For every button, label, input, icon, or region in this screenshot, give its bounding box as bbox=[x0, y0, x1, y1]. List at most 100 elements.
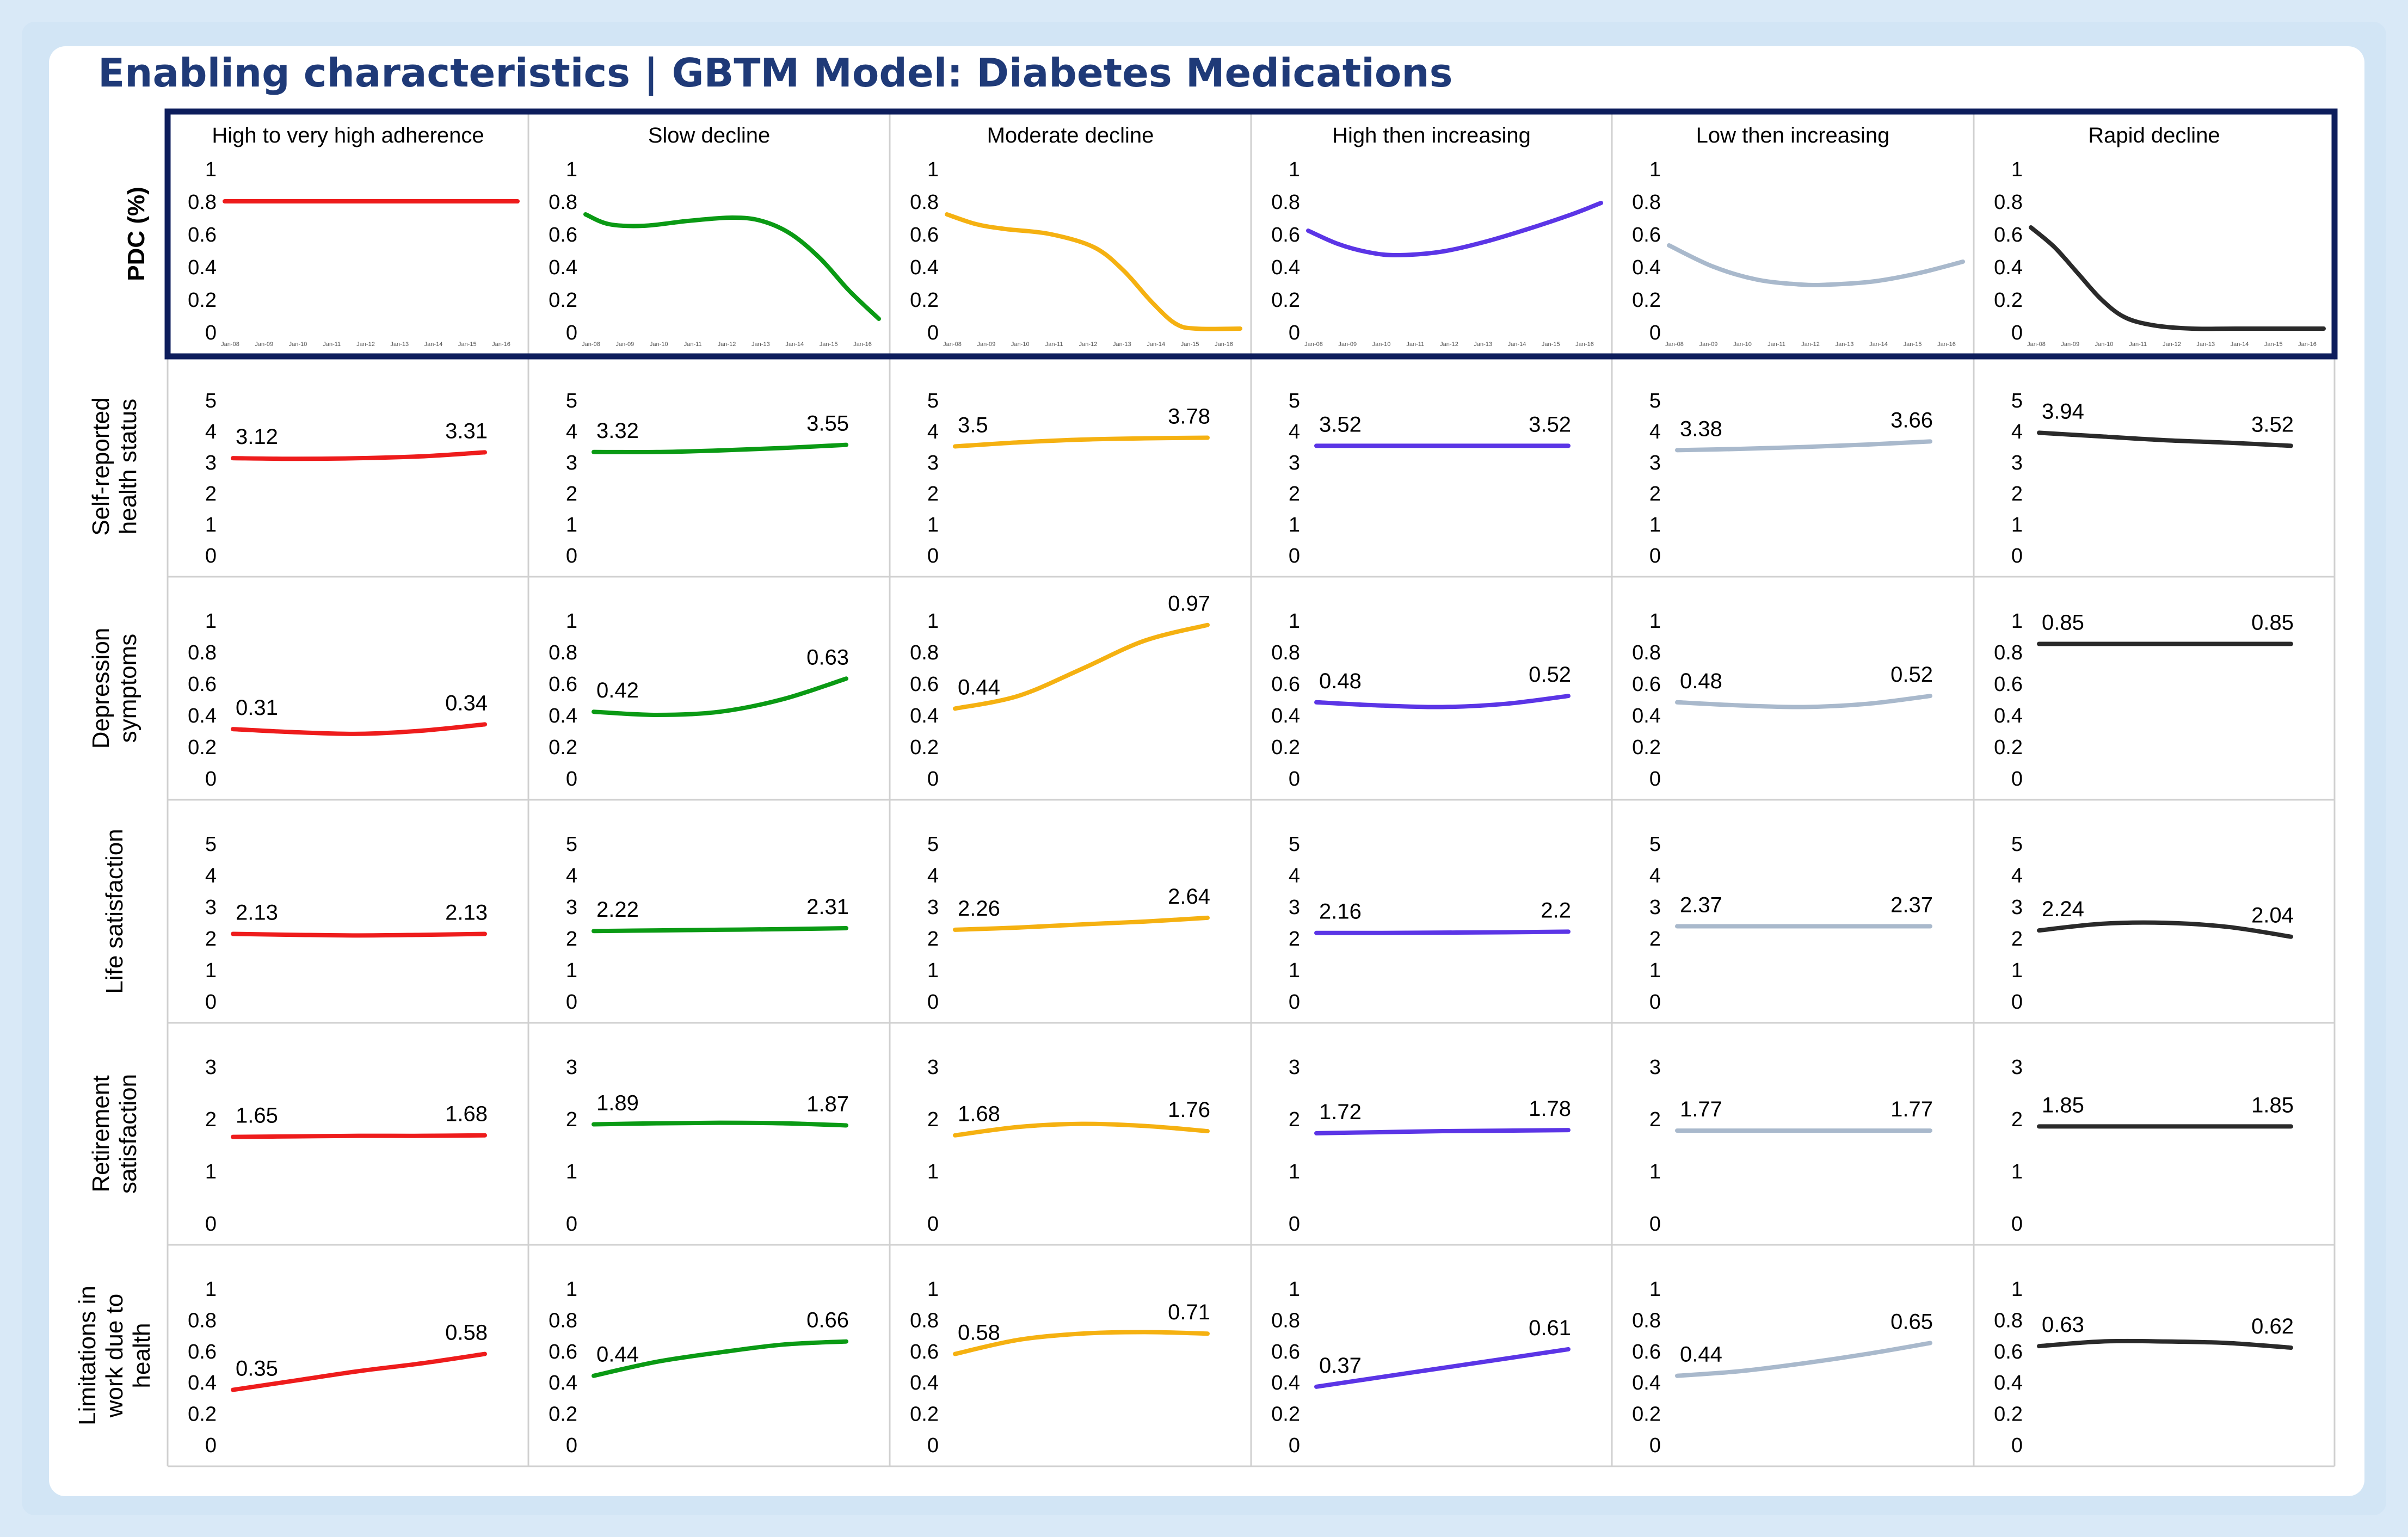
x-tick-label: Jan-08 bbox=[1304, 341, 1323, 348]
y-tick-label: 0 bbox=[927, 991, 939, 1014]
x-tick-label: Jan-09 bbox=[2061, 341, 2079, 348]
y-tick-label: 1 bbox=[205, 959, 217, 982]
data-label-start: 2.24 bbox=[2042, 897, 2084, 921]
y-tick-label: 1 bbox=[1289, 514, 1300, 536]
y-tick-label: 0.2 bbox=[910, 289, 939, 312]
pdc-highlight-box bbox=[164, 108, 2338, 360]
y-tick-label: 0.8 bbox=[1271, 641, 1300, 664]
y-tick-label: 1 bbox=[566, 959, 577, 982]
y-tick-label: 1 bbox=[566, 1161, 577, 1183]
row-label-text: Life satisfaction bbox=[101, 829, 128, 993]
x-tick-label: Jan-16 bbox=[2298, 341, 2317, 348]
y-tick-label: 0.8 bbox=[1632, 641, 1661, 664]
data-label-end: 0.65 bbox=[1890, 1310, 1933, 1334]
x-tick-label: Jan-11 bbox=[1767, 341, 1785, 348]
y-tick-label: 3 bbox=[566, 896, 577, 919]
y-tick-label: 0.6 bbox=[1994, 673, 2023, 696]
y-tick-label: 0 bbox=[1649, 768, 1661, 791]
y-tick-label: 0.4 bbox=[1632, 1372, 1661, 1394]
x-tick-label: Jan-10 bbox=[650, 341, 668, 348]
x-tick-label: Jan-13 bbox=[2196, 341, 2215, 348]
data-label-end: 2.04 bbox=[2251, 904, 2294, 928]
y-tick-label: 0 bbox=[205, 545, 217, 567]
y-tick-label: 0 bbox=[2011, 991, 2023, 1014]
data-label-start: 1.68 bbox=[958, 1102, 1000, 1126]
y-tick-label: 0 bbox=[2011, 545, 2023, 567]
column-header-3: High then increasing bbox=[1332, 124, 1531, 147]
x-tick-label: Jan-13 bbox=[1474, 341, 1492, 348]
y-tick-label: 0.2 bbox=[1994, 1403, 2023, 1426]
y-tick-label: 0.2 bbox=[549, 1403, 577, 1426]
y-tick-label: 1 bbox=[205, 1278, 217, 1301]
x-tick-label: Jan-13 bbox=[390, 341, 409, 348]
data-label-start: 1.77 bbox=[1680, 1097, 1722, 1121]
data-label-end: 0.63 bbox=[806, 645, 849, 669]
content-panel bbox=[49, 46, 2364, 1496]
y-tick-label: 0.8 bbox=[549, 191, 577, 214]
y-tick-label: 0 bbox=[205, 1434, 217, 1457]
y-tick-label: 2 bbox=[927, 1108, 939, 1131]
data-label-end: 0.52 bbox=[1890, 663, 1933, 687]
x-tick-label: Jan-12 bbox=[1440, 341, 1458, 348]
y-tick-label: 1 bbox=[927, 1161, 939, 1183]
x-tick-label: Jan-10 bbox=[1372, 341, 1391, 348]
x-tick-label: Jan-09 bbox=[616, 341, 635, 348]
x-tick-label: Jan-13 bbox=[1836, 341, 1854, 348]
x-tick-label: Jan-15 bbox=[1181, 341, 1199, 348]
data-label-start: 0.35 bbox=[236, 1357, 278, 1381]
x-tick-label: Jan-16 bbox=[492, 341, 510, 348]
data-label-end: 0.85 bbox=[2251, 611, 2294, 635]
series-line-0 bbox=[231, 931, 487, 938]
y-tick-label: 0 bbox=[2011, 1434, 2023, 1457]
y-tick-label: 3 bbox=[927, 452, 939, 474]
series-line-0 bbox=[231, 1351, 487, 1392]
data-label-start: 3.5 bbox=[958, 413, 988, 437]
row-label-4: Retirement satisfaction bbox=[88, 1074, 141, 1194]
y-tick-label: 0.4 bbox=[1632, 705, 1661, 727]
x-tick-label: Jan-14 bbox=[424, 341, 443, 348]
y-tick-label: 3 bbox=[1289, 452, 1300, 474]
data-label-end: 0.62 bbox=[2251, 1314, 2294, 1338]
row-label-text: Self-reported bbox=[88, 397, 114, 535]
y-tick-label: 0 bbox=[205, 1213, 217, 1236]
y-tick-label: 1 bbox=[1289, 158, 1300, 181]
column-header-1: Slow decline bbox=[648, 124, 771, 147]
y-tick-label: 1 bbox=[205, 1161, 217, 1183]
data-label-start: 0.44 bbox=[958, 675, 1000, 699]
y-tick-label: 0.6 bbox=[910, 1341, 939, 1363]
y-tick-label: 2 bbox=[1289, 928, 1300, 950]
y-tick-label: 5 bbox=[2011, 833, 2023, 856]
y-tick-label: 2 bbox=[205, 483, 217, 505]
x-tick-label: Jan-12 bbox=[1079, 341, 1098, 348]
series-line-2 bbox=[953, 1121, 1210, 1138]
data-label-start: 1.85 bbox=[2042, 1093, 2084, 1117]
data-label-end: 1.68 bbox=[445, 1102, 488, 1126]
y-tick-label: 2 bbox=[1649, 928, 1661, 950]
data-label-start: 3.38 bbox=[1680, 417, 1722, 441]
data-label-end: 3.66 bbox=[1890, 408, 1933, 432]
y-tick-label: 3 bbox=[1289, 1056, 1300, 1079]
y-tick-label: 0.4 bbox=[1994, 705, 2023, 727]
row-label-text: symptoms bbox=[115, 634, 141, 743]
y-tick-label: 1 bbox=[1289, 610, 1300, 633]
data-label-start: 0.58 bbox=[958, 1321, 1000, 1345]
x-tick-label: Jan-10 bbox=[1011, 341, 1030, 348]
x-tick-label: Jan-11 bbox=[323, 341, 341, 348]
y-tick-label: 0 bbox=[1289, 1434, 1300, 1457]
y-tick-label: 0.6 bbox=[188, 1341, 217, 1363]
x-tick-label: Jan-13 bbox=[752, 341, 770, 348]
y-tick-label: 0 bbox=[566, 1213, 577, 1236]
y-tick-label: 0.2 bbox=[188, 289, 217, 312]
y-tick-label: 1 bbox=[1649, 1278, 1661, 1301]
y-tick-label: 0.4 bbox=[549, 705, 577, 727]
data-label-end: 2.64 bbox=[1168, 885, 1210, 909]
y-tick-label: 1 bbox=[1289, 1278, 1300, 1301]
y-tick-label: 0.8 bbox=[1271, 1309, 1300, 1332]
y-tick-label: 0.8 bbox=[188, 641, 217, 664]
y-tick-label: 5 bbox=[1289, 390, 1300, 412]
y-tick-label: 4 bbox=[927, 865, 939, 887]
y-tick-label: 0.8 bbox=[1632, 191, 1661, 214]
series-line-5 bbox=[2037, 1338, 2293, 1350]
y-tick-label: 0 bbox=[1649, 1434, 1661, 1457]
y-tick-label: 0.6 bbox=[188, 224, 217, 246]
